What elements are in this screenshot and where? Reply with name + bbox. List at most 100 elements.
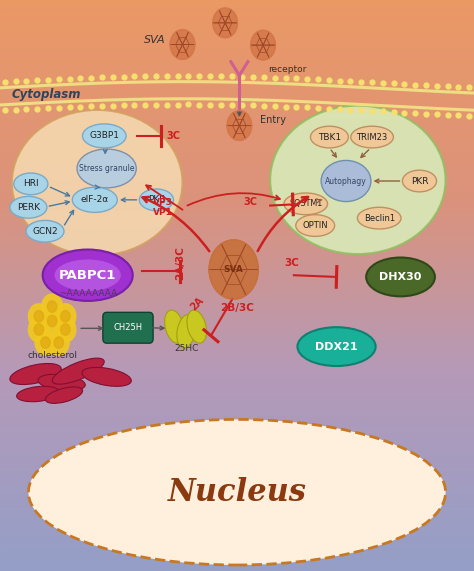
Text: SVA: SVA [224, 265, 244, 274]
Bar [0, 71, 474, 74]
Ellipse shape [28, 419, 446, 565]
Bar [0, 163, 474, 166]
Text: 3C: 3C [284, 258, 299, 268]
Bar [0, 474, 474, 477]
Bar [0, 180, 474, 183]
Bar [0, 303, 474, 305]
Bar [0, 357, 474, 360]
Bar [0, 9, 474, 11]
Ellipse shape [77, 149, 137, 188]
Text: Stress granule: Stress granule [79, 164, 135, 173]
Text: Entry: Entry [260, 115, 286, 125]
Bar [0, 0, 474, 3]
Bar [0, 500, 474, 502]
Text: VP1: VP1 [153, 208, 173, 217]
Bar [0, 143, 474, 146]
Bar [0, 548, 474, 551]
Text: VP3: VP3 [153, 198, 173, 207]
Bar [0, 171, 474, 174]
Bar [0, 283, 474, 286]
Bar [0, 354, 474, 357]
Text: Autophagy: Autophagy [325, 176, 367, 186]
Bar [0, 525, 474, 528]
Bar [0, 297, 474, 300]
Bar [0, 246, 474, 248]
Bar [0, 377, 474, 380]
Circle shape [35, 330, 56, 355]
Ellipse shape [12, 110, 182, 256]
Bar [0, 280, 474, 283]
Bar [0, 540, 474, 542]
Ellipse shape [52, 358, 104, 384]
Bar [0, 6, 474, 9]
Bar [0, 114, 474, 117]
Bar [0, 417, 474, 420]
Bar [0, 214, 474, 217]
Bar [0, 380, 474, 383]
Bar [0, 471, 474, 474]
Bar [0, 154, 474, 157]
Bar [0, 565, 474, 568]
Circle shape [55, 317, 76, 342]
Bar [0, 100, 474, 103]
Bar [0, 194, 474, 197]
Bar [0, 168, 474, 171]
Bar [0, 560, 474, 562]
Text: 3C: 3C [167, 131, 181, 141]
Bar [0, 274, 474, 277]
Bar [0, 263, 474, 266]
Bar [0, 374, 474, 377]
Ellipse shape [270, 106, 446, 254]
Text: DDX21: DDX21 [315, 341, 358, 352]
Ellipse shape [297, 327, 375, 366]
Bar [0, 557, 474, 560]
Bar [0, 231, 474, 234]
Bar [0, 394, 474, 397]
Bar [0, 325, 474, 328]
Bar [0, 37, 474, 40]
Bar [0, 337, 474, 340]
Text: 3C: 3C [243, 197, 257, 207]
Bar [0, 311, 474, 314]
Bar [0, 151, 474, 154]
Bar [0, 465, 474, 468]
Bar [0, 434, 474, 437]
Bar [0, 29, 474, 31]
Bar [0, 554, 474, 557]
Circle shape [48, 330, 69, 355]
Text: 2B/3C: 2B/3C [220, 303, 254, 313]
Bar [0, 505, 474, 508]
Bar [0, 31, 474, 34]
Bar [0, 126, 474, 128]
Bar [0, 428, 474, 431]
Text: Nucleus: Nucleus [168, 477, 306, 508]
Circle shape [42, 294, 63, 319]
Bar [0, 463, 474, 465]
Bar [0, 288, 474, 291]
Bar [0, 551, 474, 554]
Bar [0, 237, 474, 240]
Bar [0, 223, 474, 226]
Bar [0, 343, 474, 345]
Bar [0, 243, 474, 246]
Bar [0, 266, 474, 268]
Ellipse shape [14, 173, 48, 195]
Bar [0, 251, 474, 254]
Ellipse shape [46, 387, 82, 403]
Bar [0, 14, 474, 17]
Circle shape [209, 240, 258, 299]
Ellipse shape [284, 193, 328, 215]
Text: cholesterol: cholesterol [27, 351, 77, 360]
Bar [0, 49, 474, 51]
Bar [0, 305, 474, 308]
Bar [0, 197, 474, 200]
Bar [0, 520, 474, 522]
Bar [0, 108, 474, 111]
Bar [0, 80, 474, 83]
Circle shape [61, 324, 70, 335]
Bar [0, 443, 474, 445]
Bar [0, 277, 474, 280]
Bar [0, 480, 474, 482]
Bar [0, 260, 474, 263]
Bar [0, 425, 474, 428]
